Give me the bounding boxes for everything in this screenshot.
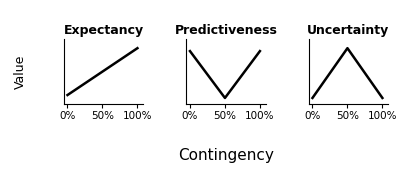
Title: Expectancy: Expectancy bbox=[64, 24, 144, 37]
Title: Predictiveness: Predictiveness bbox=[174, 24, 278, 37]
Text: Contingency: Contingency bbox=[178, 148, 274, 163]
Title: Uncertainty: Uncertainty bbox=[307, 24, 390, 37]
Text: Value: Value bbox=[14, 54, 26, 89]
